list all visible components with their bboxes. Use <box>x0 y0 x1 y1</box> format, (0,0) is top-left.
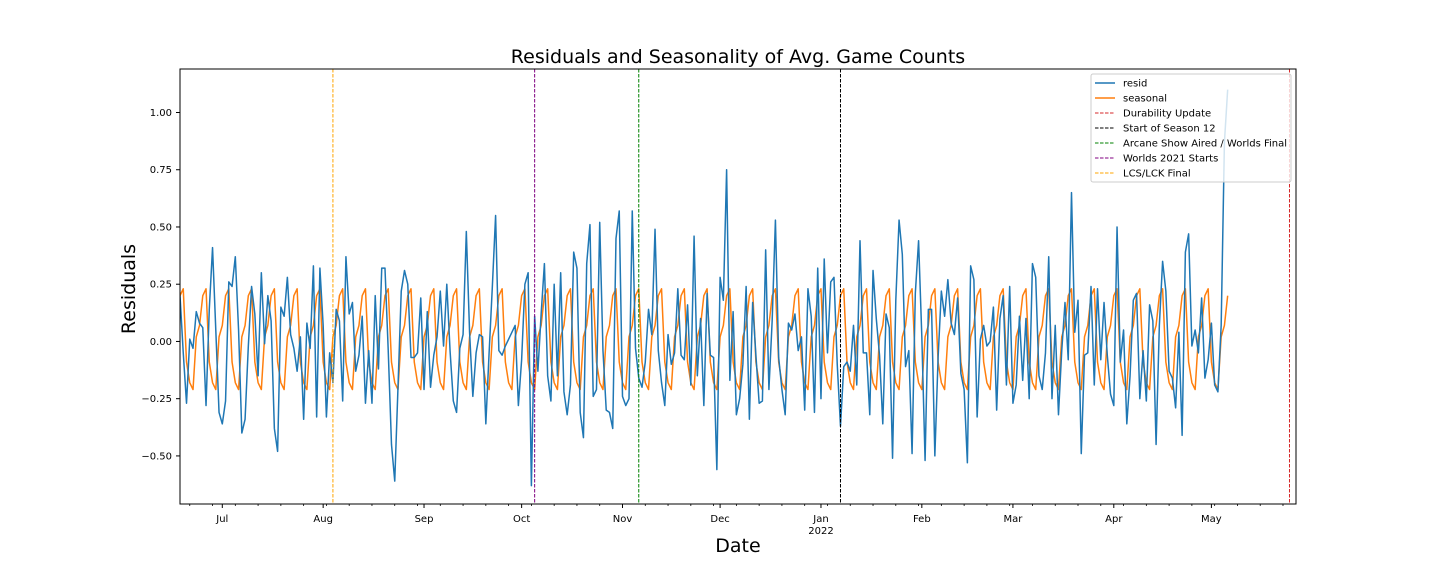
x-tick-label: Mar <box>1003 514 1023 525</box>
legend: resid seasonal Durability Update Start of S… <box>1090 73 1292 183</box>
legend-label: seasonal <box>1123 94 1167 105</box>
series-seasonal-line <box>180 288 1229 391</box>
axes-layer: −0.50 −0.25 0.00 0.25 0.50 0.75 1.00 Jul Aug Sep O… <box>141 108 1284 537</box>
x-tick-label: Nov <box>613 514 633 525</box>
y-tick-label: 0.00 <box>150 337 172 348</box>
y-tick-label: 1.00 <box>150 108 172 119</box>
y-tick-label: 0.75 <box>150 165 172 176</box>
x-tick-label: Oct <box>513 514 530 525</box>
y-tick-label: 0.50 <box>150 222 172 233</box>
y-axis-label: Residuals <box>118 244 140 334</box>
chart-title: Residuals and Seasonality of Avg. Game C… <box>511 46 965 68</box>
x-tick-label: Jan <box>812 514 828 525</box>
x-tick-label: Sep <box>415 514 434 525</box>
legend-label: Arcane Show Aired / Worlds Final <box>1123 139 1287 150</box>
y-tick-label: −0.25 <box>141 394 172 405</box>
x-tick-label: Aug <box>313 514 333 525</box>
legend-box <box>1090 73 1292 183</box>
plot-frame <box>179 68 1297 505</box>
x-tick-label: Jul <box>215 514 228 525</box>
legend-label: Durability Update <box>1123 109 1211 120</box>
legend-label: Start of Season 12 <box>1123 124 1216 135</box>
legend-label: LCS/LCK Final <box>1123 169 1191 180</box>
x-axis-label: Date <box>715 535 760 557</box>
legend-label: Worlds 2021 Starts <box>1123 154 1218 165</box>
series-resid-line <box>180 89 1229 487</box>
x-tick-label: Feb <box>913 514 931 525</box>
legend-label: resid <box>1123 79 1147 90</box>
x-tick-label: May <box>1201 514 1222 525</box>
y-tick-label: −0.50 <box>141 451 172 462</box>
x-tick-sublabel: 2022 <box>808 526 833 537</box>
y-tick-label: 0.25 <box>150 280 172 291</box>
x-tick-label: Apr <box>1105 514 1123 525</box>
x-tick-label: Dec <box>710 514 729 525</box>
